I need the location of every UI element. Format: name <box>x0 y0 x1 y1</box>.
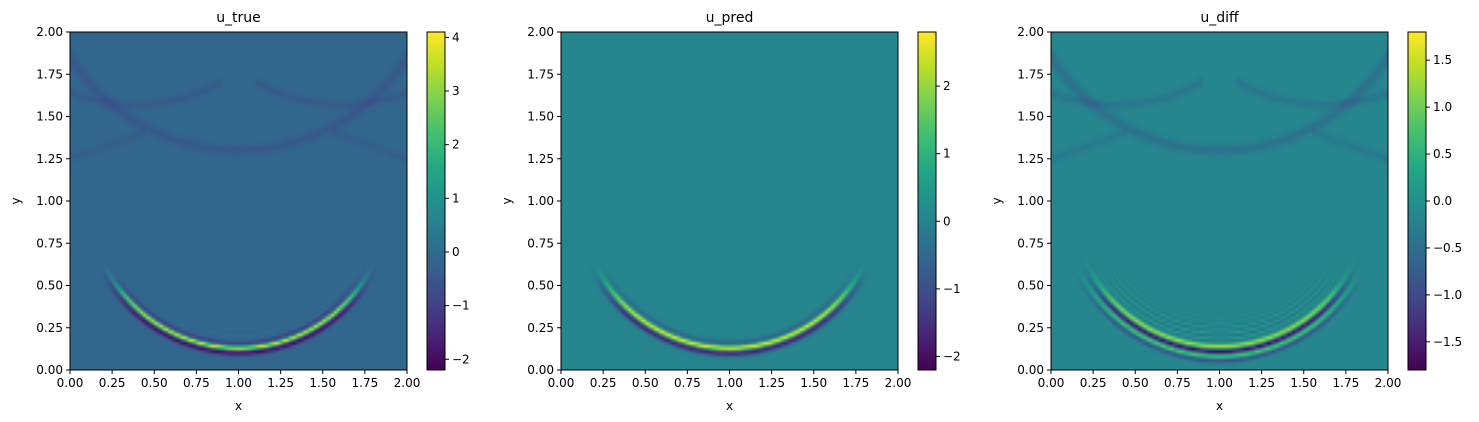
colorbar-tick-label: −1 <box>452 299 470 313</box>
chart-title: u_pred <box>706 10 754 26</box>
x-axis-label: x <box>235 399 242 413</box>
x-tick-label: 2.00 <box>1375 376 1402 390</box>
y-tick-label: 0.75 <box>36 236 63 250</box>
x-tick-label: 2.00 <box>885 376 912 390</box>
colorbar-tick-label: −1.5 <box>1433 335 1462 349</box>
y-tick-label: 0.25 <box>527 321 554 335</box>
x-tick-label: 1.75 <box>843 376 870 390</box>
y-tick-label: 1.25 <box>1017 152 1044 166</box>
colorbar-tick-label: −1 <box>943 282 961 296</box>
y-tick-label: 1.50 <box>36 110 63 124</box>
y-tick-label: 2.00 <box>527 25 554 39</box>
y-tick-label: 0.00 <box>527 363 554 377</box>
x-axis-label: x <box>726 399 733 413</box>
colorbar-tick-label: −0.5 <box>1433 241 1462 255</box>
x-tick-label: 0.00 <box>548 376 575 390</box>
colorbar-tick-label: 1.0 <box>1433 100 1452 114</box>
colorbar-tick-label: 1 <box>943 147 951 161</box>
y-tick-label: 0.50 <box>527 279 554 293</box>
x-tick-label: 0.00 <box>1038 376 1065 390</box>
x-tick-label: 0.75 <box>674 376 701 390</box>
x-tick-label: 2.00 <box>394 376 421 390</box>
colorbar-tick-label: −2 <box>452 352 470 366</box>
y-tick-label: 1.25 <box>36 152 63 166</box>
x-tick-label: 1.75 <box>352 376 379 390</box>
y-tick-label: 1.75 <box>36 67 63 81</box>
x-tick-label: 0.50 <box>632 376 659 390</box>
y-tick-label: 0.50 <box>36 279 63 293</box>
chart-title: u_diff <box>1200 10 1239 26</box>
y-axis-label: y <box>990 197 1004 204</box>
colorbar-tick-label: 3 <box>452 84 460 98</box>
x-tick-label: 1.00 <box>225 376 252 390</box>
y-tick-label: 2.00 <box>1017 25 1044 39</box>
panel-u_diff: 0.00 0.25 0.50 0.75 1.00 1.25 1.50 1.75 2.000.00… <box>990 10 1462 413</box>
colorbar-tick-label: −1.0 <box>1433 288 1462 302</box>
heatmap-image <box>70 32 407 370</box>
y-tick-label: 0.25 <box>36 321 63 335</box>
x-tick-label: 1.25 <box>1248 376 1275 390</box>
x-tick-label: 1.00 <box>716 376 743 390</box>
y-tick-label: 1.25 <box>527 152 554 166</box>
x-tick-label: 0.75 <box>1164 376 1191 390</box>
x-tick-label: 0.75 <box>183 376 210 390</box>
colorbar <box>426 31 446 371</box>
y-tick-label: 1.50 <box>527 110 554 124</box>
x-tick-label: 0.50 <box>1122 376 1149 390</box>
colorbar-tick-label: 0 <box>452 245 460 259</box>
y-tick-label: 0.00 <box>1017 363 1044 377</box>
x-tick-label: 1.50 <box>309 376 336 390</box>
x-tick-label: 0.50 <box>141 376 168 390</box>
chart-title: u_true <box>216 10 261 26</box>
x-tick-label: 1.00 <box>1206 376 1233 390</box>
colorbar-tick-label: 1.5 <box>1433 53 1452 67</box>
y-tick-label: 1.00 <box>527 194 554 208</box>
panel-u_true: 0.00 0.25 0.50 0.75 1.00 1.25 1.50 1.75 2.00 0.00… <box>9 10 470 413</box>
colorbar-tick-label: 4 <box>452 30 460 44</box>
y-axis-label: y <box>500 197 514 204</box>
colorbar-tick-label: −2 <box>943 349 961 363</box>
y-tick-label: 1.75 <box>1017 67 1044 81</box>
y-tick-label: 1.50 <box>1017 110 1044 124</box>
colorbar-tick-label: 0.0 <box>1433 194 1452 208</box>
y-tick-label: 0.25 <box>1017 321 1044 335</box>
panel-u_pred: 0.00 0.25 0.50 0.75 1.00 1.25 1.50 1.75 2.00 0.00… <box>500 10 961 413</box>
colorbar-tick-label: 0 <box>943 214 951 228</box>
x-axis-label: x <box>1216 399 1223 413</box>
colorbar-tick-label: 1 <box>452 191 460 205</box>
x-tick-label: 0.25 <box>1080 376 1107 390</box>
colorbar-tick-label: 0.5 <box>1433 147 1452 161</box>
colorbar-tick-label: 2 <box>452 138 460 152</box>
colorbar <box>1407 31 1427 371</box>
colorbar <box>917 31 937 371</box>
y-axis-label: y <box>9 197 23 204</box>
y-tick-label: 0.75 <box>527 236 554 250</box>
heatmap-image <box>561 32 898 370</box>
x-tick-label: 1.75 <box>1333 376 1360 390</box>
x-tick-label: 1.50 <box>800 376 827 390</box>
y-tick-label: 0.75 <box>1017 236 1044 250</box>
x-tick-label: 1.25 <box>267 376 294 390</box>
y-tick-label: 0.00 <box>36 363 63 377</box>
x-tick-label: 0.25 <box>590 376 617 390</box>
y-tick-label: 1.00 <box>1017 194 1044 208</box>
heatmap-image <box>1051 32 1388 370</box>
colorbar-tick-label: 2 <box>943 79 951 93</box>
x-tick-label: 0.25 <box>99 376 126 390</box>
y-tick-label: 1.00 <box>36 194 63 208</box>
x-tick-label: 1.25 <box>758 376 785 390</box>
x-tick-label: 1.50 <box>1290 376 1317 390</box>
y-tick-label: 1.75 <box>527 67 554 81</box>
y-tick-label: 0.50 <box>1017 279 1044 293</box>
x-tick-label: 0.00 <box>57 376 84 390</box>
y-tick-label: 2.00 <box>36 25 63 39</box>
